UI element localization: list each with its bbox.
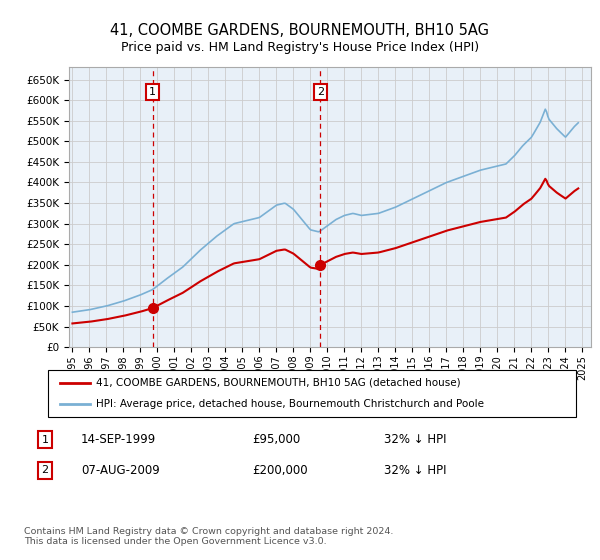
Text: £95,000: £95,000: [252, 433, 300, 446]
Text: 07-AUG-2009: 07-AUG-2009: [81, 464, 160, 477]
Text: Contains HM Land Registry data © Crown copyright and database right 2024.
This d: Contains HM Land Registry data © Crown c…: [24, 526, 394, 546]
Text: 1: 1: [149, 87, 156, 97]
Text: Price paid vs. HM Land Registry's House Price Index (HPI): Price paid vs. HM Land Registry's House …: [121, 41, 479, 54]
Text: £200,000: £200,000: [252, 464, 308, 477]
Text: HPI: Average price, detached house, Bournemouth Christchurch and Poole: HPI: Average price, detached house, Bour…: [96, 399, 484, 409]
Text: 2: 2: [317, 87, 324, 97]
Text: 32% ↓ HPI: 32% ↓ HPI: [384, 464, 446, 477]
Text: 32% ↓ HPI: 32% ↓ HPI: [384, 433, 446, 446]
Text: 41, COOMBE GARDENS, BOURNEMOUTH, BH10 5AG: 41, COOMBE GARDENS, BOURNEMOUTH, BH10 5A…: [110, 24, 490, 38]
Text: 41, COOMBE GARDENS, BOURNEMOUTH, BH10 5AG (detached house): 41, COOMBE GARDENS, BOURNEMOUTH, BH10 5A…: [96, 378, 461, 388]
Text: 14-SEP-1999: 14-SEP-1999: [81, 433, 156, 446]
Text: 1: 1: [41, 435, 49, 445]
Text: 2: 2: [41, 465, 49, 475]
